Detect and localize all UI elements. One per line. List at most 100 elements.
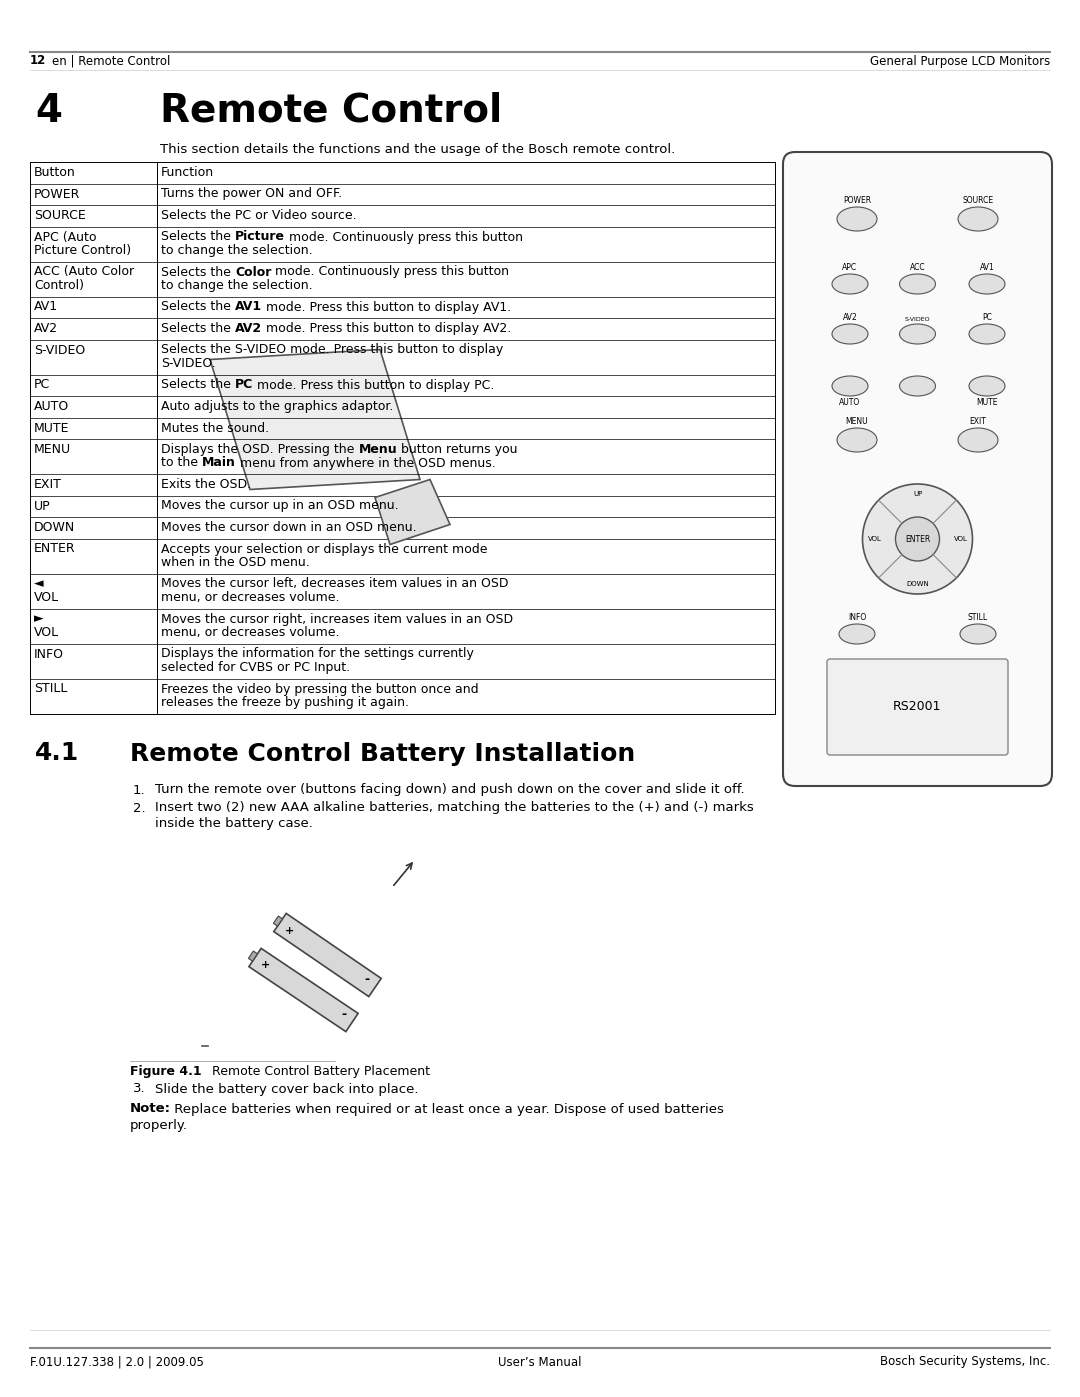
- Text: User’s Manual: User’s Manual: [498, 1355, 582, 1369]
- Text: Menu: Menu: [359, 443, 397, 455]
- Text: DOWN: DOWN: [906, 581, 929, 587]
- Circle shape: [863, 483, 972, 594]
- Ellipse shape: [832, 274, 868, 293]
- Text: MUTE: MUTE: [33, 422, 69, 434]
- Text: Selects the: Selects the: [161, 231, 234, 243]
- Text: Picture: Picture: [234, 231, 285, 243]
- Text: en | Remote Control: en | Remote Control: [52, 54, 171, 67]
- Text: Insert two (2) new AAA alkaline batteries, matching the batteries to the (+) and: Insert two (2) new AAA alkaline batterie…: [156, 802, 754, 814]
- FancyBboxPatch shape: [827, 659, 1008, 754]
- Polygon shape: [210, 349, 420, 489]
- Text: Button: Button: [33, 166, 76, 179]
- Text: Remote Control Battery Placement: Remote Control Battery Placement: [200, 1065, 430, 1077]
- Text: to change the selection.: to change the selection.: [161, 279, 312, 292]
- Text: PC: PC: [234, 379, 253, 391]
- Text: Selects the: Selects the: [161, 379, 234, 391]
- Text: F.01U.127.338 | 2.0 | 2009.05: F.01U.127.338 | 2.0 | 2009.05: [30, 1355, 204, 1369]
- Text: inside the battery case.: inside the battery case.: [156, 817, 313, 830]
- Text: 4.1: 4.1: [35, 742, 79, 766]
- Text: ◄: ◄: [33, 577, 43, 591]
- Polygon shape: [274, 914, 381, 996]
- Text: Remote Control Battery Installation: Remote Control Battery Installation: [130, 742, 635, 766]
- Text: mode. Press this button to display AV1.: mode. Press this button to display AV1.: [262, 300, 511, 313]
- Text: Replace batteries when required or at least once a year. Dispose of used batteri: Replace batteries when required or at le…: [170, 1102, 724, 1115]
- Text: Selects the: Selects the: [161, 265, 234, 278]
- Text: MUTE: MUTE: [976, 398, 998, 407]
- Ellipse shape: [900, 376, 935, 395]
- Text: S-VIDEO: S-VIDEO: [905, 317, 930, 321]
- Text: Main: Main: [202, 457, 235, 469]
- Text: S-VIDEO: S-VIDEO: [33, 344, 85, 356]
- Text: AV1: AV1: [33, 300, 58, 313]
- Text: Mutes the sound.: Mutes the sound.: [161, 422, 269, 434]
- Text: General Purpose LCD Monitors: General Purpose LCD Monitors: [869, 54, 1050, 67]
- Text: SOURCE: SOURCE: [33, 210, 85, 222]
- Ellipse shape: [832, 324, 868, 344]
- Text: +: +: [260, 961, 270, 971]
- Text: APC: APC: [842, 263, 858, 272]
- Text: ►: ►: [33, 612, 43, 626]
- Text: Selects the: Selects the: [161, 300, 234, 313]
- Text: AV1: AV1: [234, 300, 262, 313]
- Text: ENTER: ENTER: [33, 542, 76, 556]
- Text: Slide the battery cover back into place.: Slide the battery cover back into place.: [156, 1083, 419, 1095]
- FancyBboxPatch shape: [783, 152, 1052, 787]
- Text: S-VIDEO.: S-VIDEO.: [161, 358, 216, 370]
- Ellipse shape: [900, 324, 935, 344]
- Text: Picture Control): Picture Control): [33, 244, 131, 257]
- Text: releases the freeze by pushing it again.: releases the freeze by pushing it again.: [161, 696, 409, 710]
- Text: Moves the cursor left, decreases item values in an OSD: Moves the cursor left, decreases item va…: [161, 577, 509, 591]
- Text: Accepts your selection or displays the current mode: Accepts your selection or displays the c…: [161, 542, 487, 556]
- Text: ENTER: ENTER: [905, 535, 930, 543]
- Text: 1.: 1.: [133, 784, 146, 796]
- Text: Remote Control: Remote Control: [160, 92, 502, 130]
- Text: POWER: POWER: [33, 187, 80, 201]
- Text: MENU: MENU: [846, 416, 868, 426]
- Text: mode. Press this button to display PC.: mode. Press this button to display PC.: [253, 379, 495, 391]
- Text: PC: PC: [33, 379, 51, 391]
- Text: button returns you: button returns you: [397, 443, 517, 455]
- Text: AUTO: AUTO: [839, 398, 861, 407]
- Text: -: -: [341, 1009, 347, 1021]
- Text: Function: Function: [161, 166, 214, 179]
- Text: Moves the cursor right, increases item values in an OSD: Moves the cursor right, increases item v…: [161, 612, 513, 626]
- Text: 12: 12: [30, 54, 46, 67]
- Text: AV1: AV1: [980, 263, 995, 272]
- Text: PC: PC: [982, 313, 991, 321]
- Text: mode. Continuously press this button: mode. Continuously press this button: [285, 231, 523, 243]
- Text: ACC: ACC: [909, 263, 926, 272]
- Text: Bosch Security Systems, Inc.: Bosch Security Systems, Inc.: [880, 1355, 1050, 1369]
- Text: AUTO: AUTO: [33, 400, 69, 414]
- Text: AV2: AV2: [842, 313, 858, 321]
- Ellipse shape: [969, 324, 1005, 344]
- Text: Moves the cursor down in an OSD menu.: Moves the cursor down in an OSD menu.: [161, 521, 417, 534]
- Text: UP: UP: [33, 500, 51, 513]
- Text: Selects the S-VIDEO mode. Press this button to display: Selects the S-VIDEO mode. Press this but…: [161, 344, 503, 356]
- Polygon shape: [375, 479, 450, 545]
- Text: mode. Continuously press this button: mode. Continuously press this button: [271, 265, 510, 278]
- Ellipse shape: [900, 274, 935, 293]
- Text: menu from anywhere in the OSD menus.: menu from anywhere in the OSD menus.: [235, 457, 496, 469]
- Text: DOWN: DOWN: [33, 521, 76, 534]
- Text: AV2: AV2: [234, 321, 262, 335]
- Text: STILL: STILL: [33, 683, 67, 696]
- Text: Selects the: Selects the: [161, 321, 234, 335]
- Text: -: -: [364, 972, 369, 986]
- Text: INFO: INFO: [33, 647, 64, 661]
- Ellipse shape: [837, 207, 877, 231]
- Text: SOURCE: SOURCE: [962, 196, 994, 205]
- Text: UP: UP: [913, 490, 922, 497]
- Text: Color: Color: [234, 265, 271, 278]
- Text: VOL: VOL: [954, 536, 968, 542]
- Text: Turns the power ON and OFF.: Turns the power ON and OFF.: [161, 187, 342, 201]
- Text: APC (Auto: APC (Auto: [33, 231, 96, 243]
- Text: to the: to the: [161, 457, 202, 469]
- Text: STILL: STILL: [968, 613, 988, 622]
- Text: +: +: [285, 925, 295, 936]
- Text: mode. Press this button to display AV2.: mode. Press this button to display AV2.: [262, 321, 511, 335]
- Text: menu, or decreases volume.: menu, or decreases volume.: [161, 591, 339, 604]
- Text: Figure 4.1: Figure 4.1: [130, 1065, 202, 1077]
- Polygon shape: [273, 916, 283, 926]
- Text: Note:: Note:: [130, 1102, 171, 1115]
- Ellipse shape: [960, 624, 996, 644]
